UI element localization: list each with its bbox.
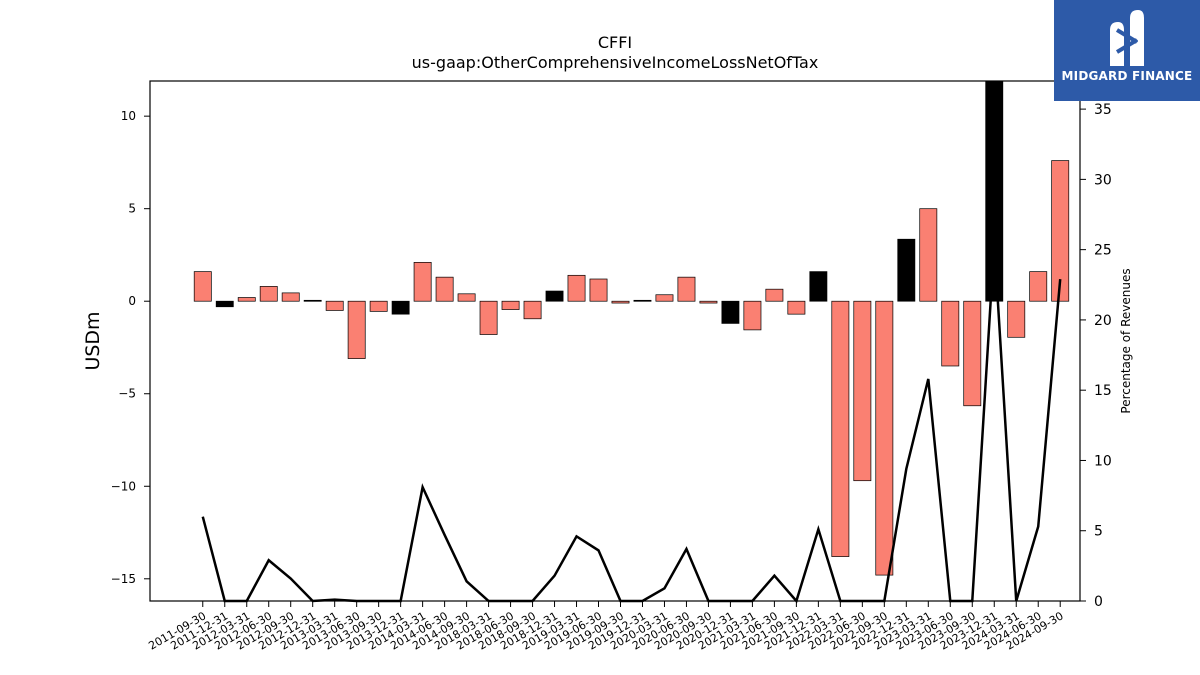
- y2-tick-label: 10: [1094, 453, 1112, 469]
- bar-2020-06-30: [677, 276, 696, 302]
- y-tick-label: 5: [128, 202, 136, 216]
- bar-2013-12-31: [391, 300, 410, 315]
- bar-2022-09-30: [875, 300, 894, 576]
- midgard-logo-icon: [1110, 10, 1144, 66]
- bar-2024-06-30: [1029, 271, 1048, 302]
- bar-2020-12-31: [721, 300, 740, 324]
- brand-logo: MIDGARD FINANCE: [1054, 0, 1200, 101]
- bar-2012-09-30: [281, 292, 300, 302]
- y2-tick-label: 25: [1094, 243, 1112, 259]
- y2-tick-label: 35: [1094, 102, 1112, 118]
- bar-2018-09-30: [523, 300, 542, 320]
- bar-2012-12-31: [303, 299, 322, 302]
- bar-2022-06-30: [853, 300, 872, 482]
- bar-2021-03-31: [743, 300, 762, 331]
- bar-2021-09-30: [787, 300, 806, 315]
- bar-2023-03-31: [919, 208, 938, 302]
- bar-2014-06-30: [435, 276, 454, 302]
- chart-title: CFFI: [598, 33, 632, 52]
- bar-2023-06-30: [941, 300, 960, 367]
- bar-2018-03-31: [479, 300, 498, 335]
- bar-2013-06-30: [347, 300, 366, 359]
- bar-2022-12-31: [897, 238, 916, 302]
- bar-2014-09-30: [457, 293, 476, 302]
- left-axis: 10 5 0 −5 −10 −15: [111, 109, 150, 586]
- y2-tick-label: 5: [1094, 524, 1103, 540]
- bar-2021-06-30: [765, 288, 784, 302]
- y-axis-label: USDm: [82, 311, 104, 370]
- y-tick-label: 10: [121, 109, 136, 123]
- bar-2014-03-31: [413, 262, 432, 302]
- plot-area: [193, 80, 1070, 604]
- brand-name: MIDGARD FINANCE: [1061, 69, 1193, 83]
- y-tick-label: −10: [111, 479, 136, 493]
- bar-2011-09-30: [193, 271, 212, 302]
- bar-2013-03-31: [325, 300, 344, 311]
- y-tick-label: −15: [111, 572, 136, 586]
- bar-2019-06-30: [589, 278, 608, 302]
- bar-2022-03-31: [831, 300, 850, 557]
- x-axis: 2011-09-302011-12-312012-03-312012-06-30…: [146, 601, 1066, 653]
- bar-2019-03-31: [567, 274, 586, 302]
- bar-2021-12-31: [809, 271, 828, 302]
- y2-tick-label: 30: [1094, 172, 1112, 188]
- bar-2023-12-31: [985, 80, 1004, 302]
- y2-tick-label: 15: [1094, 383, 1112, 399]
- bar-2018-12-31: [545, 290, 564, 302]
- y2-axis-label: Percentage of Revenues: [1119, 268, 1133, 413]
- bar-2013-09-30: [369, 300, 388, 312]
- bar-2023-09-30: [963, 300, 982, 407]
- y2-tick-label: 20: [1094, 313, 1112, 329]
- bar-2012-06-30: [259, 286, 278, 302]
- bar-2012-03-31: [237, 297, 256, 302]
- y-tick-label: 0: [128, 294, 136, 308]
- bar-2024-03-31: [1007, 300, 1026, 338]
- y-tick-label: −5: [118, 387, 136, 401]
- right-axis: 0 5 10 15 20 25 30 35: [1080, 102, 1112, 610]
- y2-tick-label: 0: [1094, 594, 1103, 610]
- bar-2019-12-31: [633, 299, 652, 302]
- bar-2019-09-30: [611, 300, 630, 304]
- bar-2020-09-30: [699, 300, 718, 304]
- bar-2020-03-31: [655, 294, 674, 302]
- chart-subtitle: us-gaap:OtherComprehensiveIncomeLossNetO…: [412, 53, 819, 72]
- bar-2011-12-31: [215, 300, 234, 308]
- bar-2024-09-30: [1051, 160, 1070, 302]
- bar-2018-06-30: [501, 300, 520, 310]
- plot-frame: [149, 80, 1081, 602]
